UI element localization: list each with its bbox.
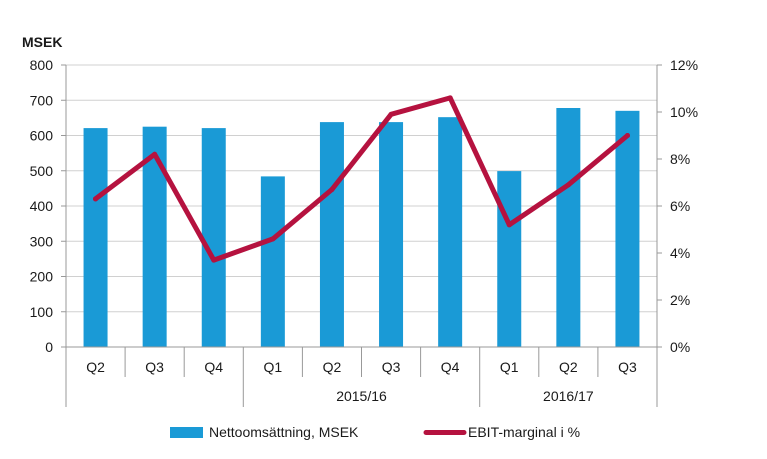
y-left-tick-label: 300 xyxy=(30,233,54,249)
line-series xyxy=(93,95,630,263)
line-point xyxy=(388,111,394,117)
y-right-tick-label: 0% xyxy=(670,339,690,355)
legend: Nettoomsättning, MSEK EBIT-marginal i % xyxy=(170,424,580,440)
y-left-tick-label: 500 xyxy=(30,163,54,179)
y-right-tick-label: 12% xyxy=(670,57,698,73)
x-tick-label: Q3 xyxy=(382,359,401,375)
x-tick-label: Q3 xyxy=(618,359,637,375)
x-tick-label: Q1 xyxy=(264,359,283,375)
y-left-tick-label: 400 xyxy=(30,198,54,214)
line-point xyxy=(447,95,453,101)
line-point xyxy=(329,187,335,193)
bar-series xyxy=(83,108,640,347)
y-left-tick-label: 0 xyxy=(45,339,53,355)
y-right-tick-label: 2% xyxy=(670,292,690,308)
y-right-tick-label: 10% xyxy=(670,104,698,120)
y-right-tick-label: 8% xyxy=(670,151,690,167)
line-point xyxy=(506,222,512,228)
x-group-label: 2016/17 xyxy=(543,388,594,404)
y-right-tick-label: 4% xyxy=(670,245,690,261)
y-left-tick-label: 200 xyxy=(30,269,54,285)
line-point xyxy=(624,133,630,138)
y-left-tick-label: 100 xyxy=(30,304,54,320)
y-left-tick-label: 600 xyxy=(30,128,54,144)
line-point xyxy=(270,236,276,242)
bar xyxy=(83,128,108,347)
y-axis-title: MSEK xyxy=(22,34,62,50)
bar xyxy=(260,176,285,347)
bar xyxy=(438,117,463,347)
legend-label-bar: Nettoomsättning, MSEK xyxy=(209,424,359,440)
axes xyxy=(61,64,662,407)
x-tick-label: Q2 xyxy=(559,359,578,375)
tick-labels: 0 100 200 300 400 500 600 700 800 0% 2% 4% 6% 8% 10% 12… xyxy=(30,57,698,404)
line-point xyxy=(93,196,99,202)
legend-swatch-bar xyxy=(170,427,203,438)
x-group-label: 2015/16 xyxy=(336,388,387,404)
x-tick-label: Q4 xyxy=(204,359,223,375)
line-point xyxy=(211,257,217,263)
x-tick-label: Q3 xyxy=(145,359,164,375)
ebit-line xyxy=(93,95,630,263)
legend-label-line: EBIT-marginal i % xyxy=(468,424,580,440)
y-left-tick-label: 800 xyxy=(30,57,54,73)
bar xyxy=(615,110,640,347)
x-tick-label: Q2 xyxy=(323,359,342,375)
bar xyxy=(556,108,581,347)
bar xyxy=(319,122,344,347)
x-tick-label: Q1 xyxy=(500,359,519,375)
bar xyxy=(379,122,404,347)
line-point xyxy=(565,182,571,188)
y-left-tick-label: 700 xyxy=(30,92,54,108)
bar xyxy=(497,171,522,347)
x-tick-label: Q2 xyxy=(86,359,105,375)
y-right-tick-label: 6% xyxy=(670,198,690,214)
line-point xyxy=(152,151,158,157)
x-tick-label: Q4 xyxy=(441,359,460,375)
bar xyxy=(201,128,226,347)
